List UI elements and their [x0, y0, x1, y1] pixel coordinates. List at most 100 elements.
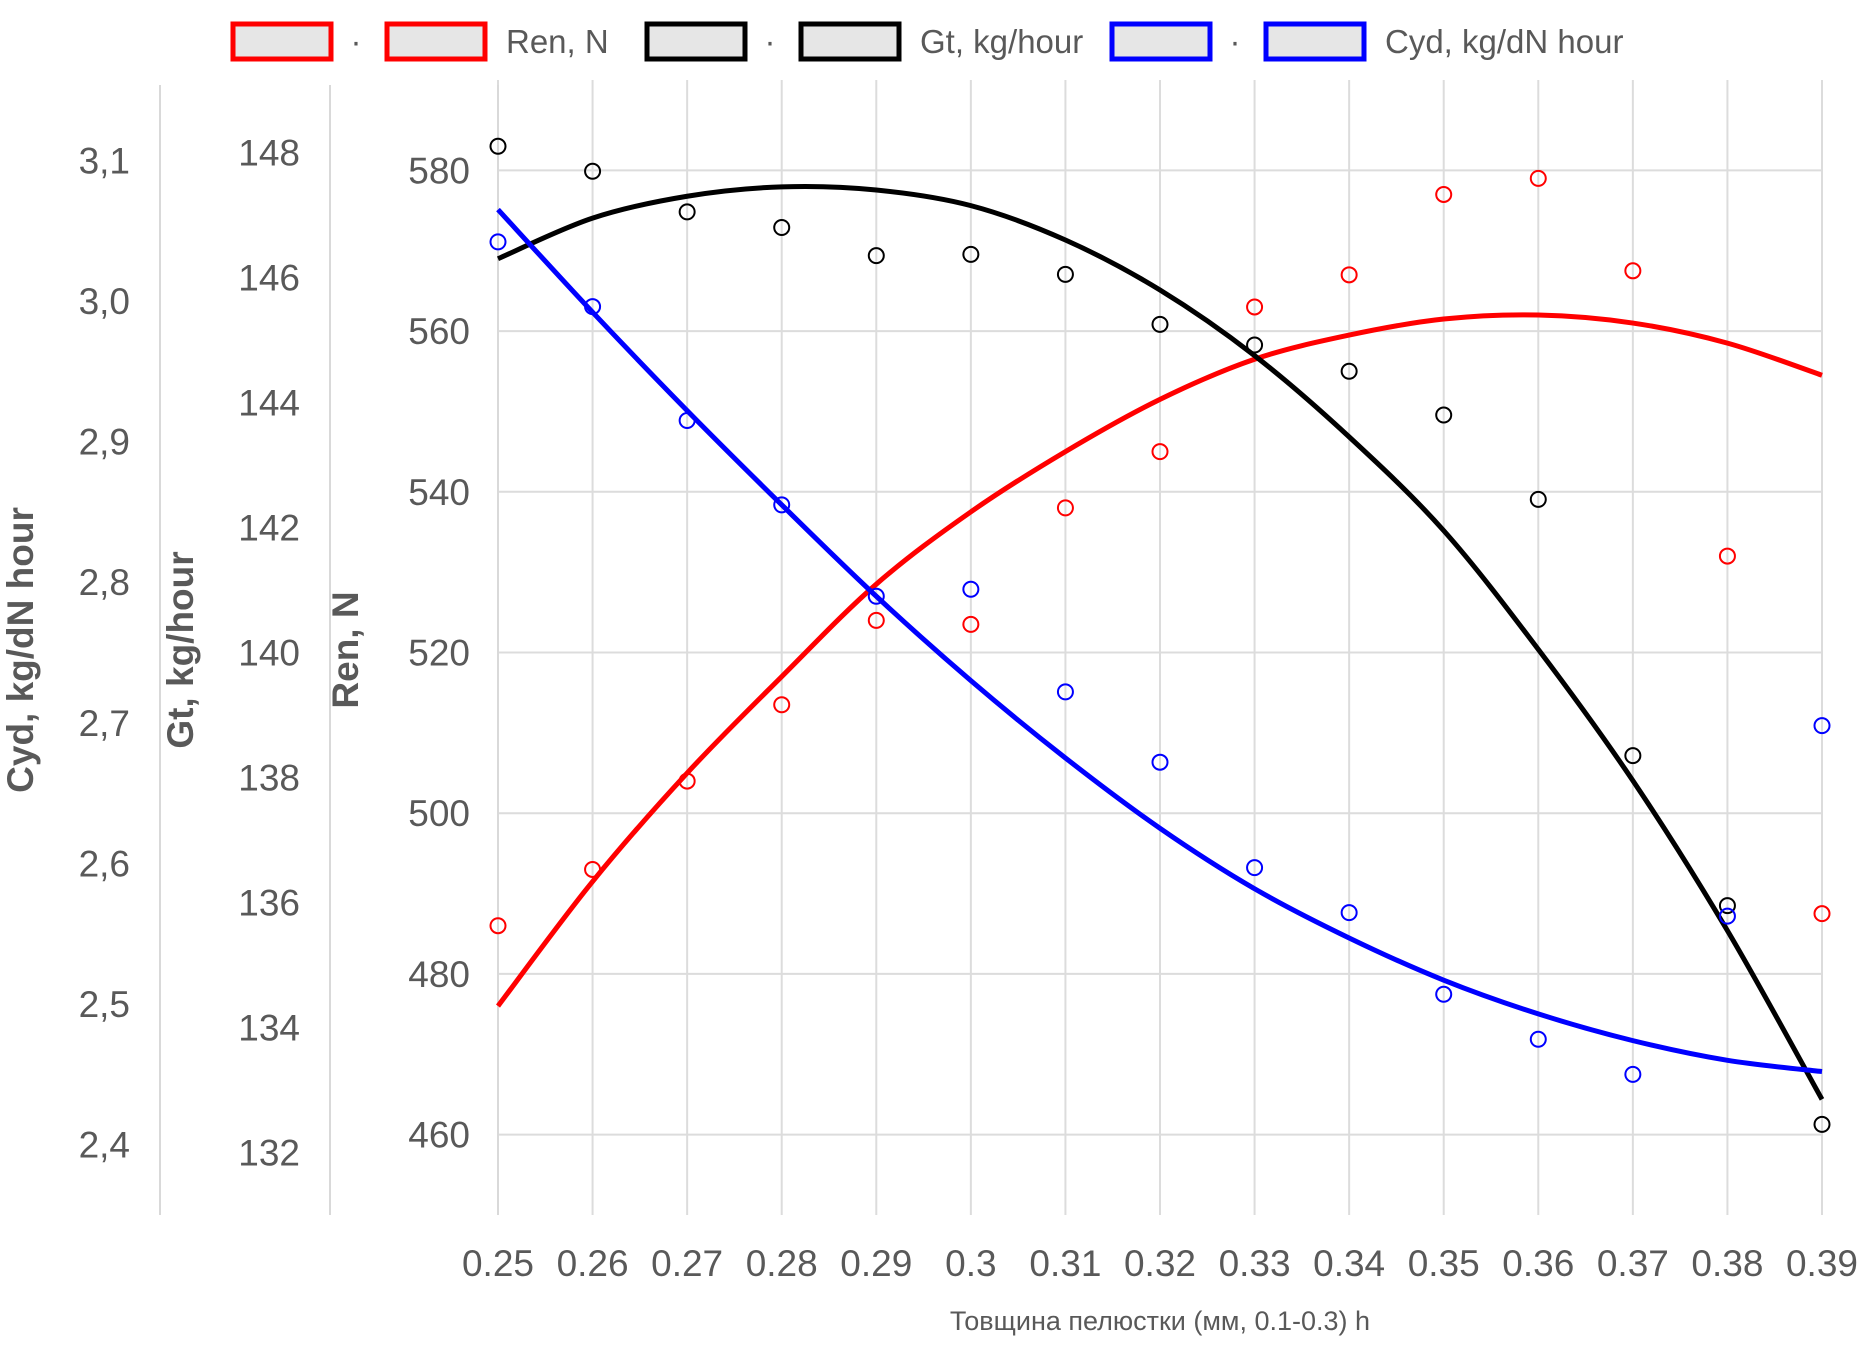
data-point	[1246, 336, 1264, 354]
legend-item[interactable]: · Cyd, kg/dN hour	[1109, 21, 1623, 62]
cyd-tick-label: 2,4	[79, 1125, 130, 1166]
data-point	[1624, 262, 1642, 280]
gt-tick-label: 136	[238, 883, 300, 924]
gt-tick-label: 140	[238, 633, 300, 674]
cyd-tick-label: 2,9	[79, 422, 130, 463]
ren-tick-label: 580	[408, 150, 470, 191]
data-point	[773, 219, 791, 236]
legend-points-key	[230, 21, 334, 62]
x-tick-label: 0.36	[1502, 1243, 1574, 1284]
ren-tick-label: 500	[408, 793, 470, 834]
x-tick-label: 0.39	[1786, 1243, 1858, 1284]
series-layer	[489, 137, 1831, 1133]
cyd-tick-label: 2,8	[79, 562, 130, 603]
legend-separator: ·	[765, 23, 776, 60]
legend-points-key	[644, 21, 748, 62]
x-tick-label: 0.31	[1029, 1243, 1101, 1284]
data-point	[584, 860, 602, 878]
data-point	[1435, 185, 1453, 203]
ren-tick-label: 540	[408, 472, 470, 513]
legend-label: Cyd, kg/dN hour	[1385, 23, 1623, 60]
legend-item[interactable]: · Gt, kg/hour	[644, 21, 1083, 62]
ren-tick-label: 480	[408, 954, 470, 995]
gt-axis-title: Gt, kg/hour	[160, 551, 201, 748]
data-point	[1718, 897, 1736, 915]
cyd-tick-label: 3,0	[79, 281, 130, 322]
data-point	[678, 203, 696, 221]
fit-line	[496, 207, 1823, 1075]
legend-line-key	[798, 21, 902, 62]
legend-item[interactable]: · Ren, N	[230, 21, 609, 62]
data-point	[1151, 443, 1169, 461]
x-tick-label: 0.34	[1313, 1243, 1385, 1284]
data-point	[1813, 905, 1831, 923]
data-point	[1151, 753, 1169, 771]
ren-tick-label: 460	[408, 1115, 470, 1156]
data-point	[867, 587, 885, 605]
series-2	[489, 207, 1831, 1083]
data-point	[678, 772, 696, 790]
fit-line	[497, 183, 1825, 1101]
cyd-axis-title: Cyd, kg/dN hour	[0, 507, 41, 793]
series-1	[489, 137, 1831, 1133]
data-point	[1340, 904, 1358, 922]
data-point	[773, 696, 791, 714]
x-tick-label: 0.32	[1124, 1243, 1196, 1284]
ren-tick-label: 560	[408, 311, 470, 352]
x-tick-label: 0.26	[557, 1243, 629, 1284]
x-tick-label: 0.35	[1408, 1243, 1480, 1284]
fit-line	[496, 312, 1823, 1008]
data-point	[867, 247, 885, 265]
gt-tick-label: 146	[238, 258, 300, 299]
data-point	[1151, 315, 1169, 333]
data-point	[962, 245, 980, 263]
data-point	[1718, 547, 1736, 565]
data-point	[1813, 1115, 1831, 1133]
legend-line-key	[1263, 21, 1367, 62]
x-tick-label: 0.27	[651, 1243, 723, 1284]
data-point	[1529, 490, 1547, 508]
x-tick-label: 0.38	[1691, 1243, 1763, 1284]
data-point	[489, 233, 507, 251]
data-point	[1246, 298, 1264, 316]
x-tick-label: 0.33	[1219, 1243, 1291, 1284]
legend-separator: ·	[1230, 23, 1241, 60]
data-point	[1718, 907, 1736, 925]
data-point	[1435, 406, 1453, 424]
legend-label: Gt, kg/hour	[920, 23, 1083, 60]
data-point	[773, 496, 791, 514]
axis-layer: 0.25 0.26 0.27 0.28 0.29 0.3 0.31 0.32 0.33 0.34 0…	[0, 85, 1858, 1336]
grid-layer	[497, 80, 1823, 1215]
data-point	[1246, 859, 1264, 877]
ren-axis-title: Ren, N	[325, 591, 366, 708]
cyd-tick-label: 2,7	[79, 703, 130, 744]
data-point	[1340, 266, 1358, 284]
legend-label: Ren, N	[506, 23, 609, 60]
legend-line-key	[384, 21, 488, 62]
x-tick-label: 0.25	[462, 1243, 534, 1284]
data-point	[1435, 985, 1453, 1003]
x-axis-title: Товщина пелюстки (мм, 0.1-0.3) h	[950, 1306, 1370, 1336]
legend[interactable]: · Ren, N · Gt, kg/hour · Cyd, kg/dN hour	[230, 21, 1623, 62]
x-tick-label: 0.29	[840, 1243, 912, 1284]
cyd-tick-label: 2,6	[79, 843, 130, 884]
x-tick-label: 0.28	[746, 1243, 818, 1284]
x-tick-label: 0.37	[1597, 1243, 1669, 1284]
data-point	[1624, 747, 1642, 765]
gt-tick-label: 142	[238, 508, 300, 549]
data-point	[489, 137, 507, 155]
data-point	[1529, 1030, 1547, 1048]
data-point	[1056, 265, 1074, 283]
gt-tick-label: 148	[238, 133, 300, 174]
data-point	[1813, 717, 1831, 735]
series-0	[489, 169, 1831, 1008]
cyd-tick-label: 3,1	[79, 140, 130, 181]
data-point	[1529, 169, 1547, 187]
legend-separator: ·	[351, 23, 362, 60]
legend-points-key	[1109, 21, 1213, 62]
data-point	[1340, 362, 1358, 380]
data-point	[1056, 499, 1074, 517]
data-point	[584, 162, 602, 180]
cyd-tick-label: 2,5	[79, 984, 130, 1025]
